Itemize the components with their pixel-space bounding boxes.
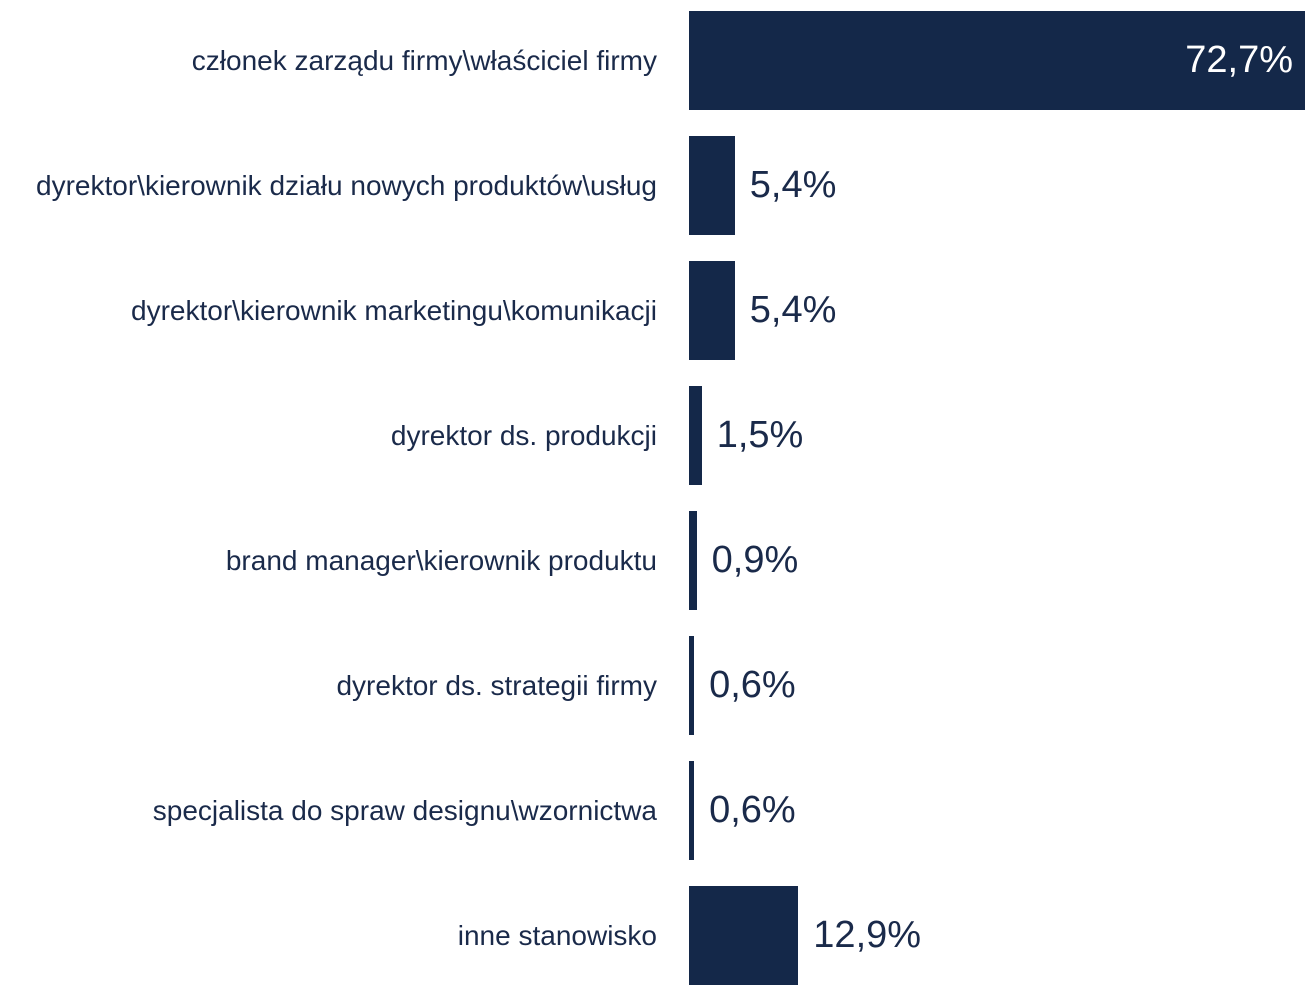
category-label: dyrektor ds. strategii firmy — [336, 669, 657, 701]
value-label: 12,9% — [813, 914, 922, 956]
value-label: 1,5% — [716, 414, 804, 456]
value-label: 5,4% — [749, 289, 837, 331]
category-label: brand manager\kierownik produktu — [225, 544, 657, 576]
bar — [689, 511, 697, 610]
value-label: 0,9% — [711, 539, 799, 581]
category-label: dyrektor\kierownik marketingu\komunikacj… — [131, 294, 657, 326]
category-label: dyrektor\kierownik działu nowych produkt… — [36, 169, 657, 201]
value-label: 5,4% — [749, 164, 837, 206]
category-label: członek zarządu firmy\właściciel firmy — [191, 44, 657, 76]
bar — [689, 886, 799, 985]
bar — [689, 136, 735, 235]
category-label: dyrektor ds. produkcji — [390, 419, 657, 451]
value-label: 0,6% — [709, 664, 796, 706]
category-label: specjalista do spraw designu\wzornictwa — [152, 794, 657, 826]
bar — [689, 761, 695, 860]
bar — [689, 11, 1305, 110]
bar — [689, 261, 735, 360]
bar — [689, 386, 702, 485]
value-label: 72,7% — [1185, 39, 1293, 81]
category-label: inne stanowisko — [457, 919, 657, 951]
bar — [689, 636, 695, 735]
value-label: 0,6% — [709, 789, 796, 831]
